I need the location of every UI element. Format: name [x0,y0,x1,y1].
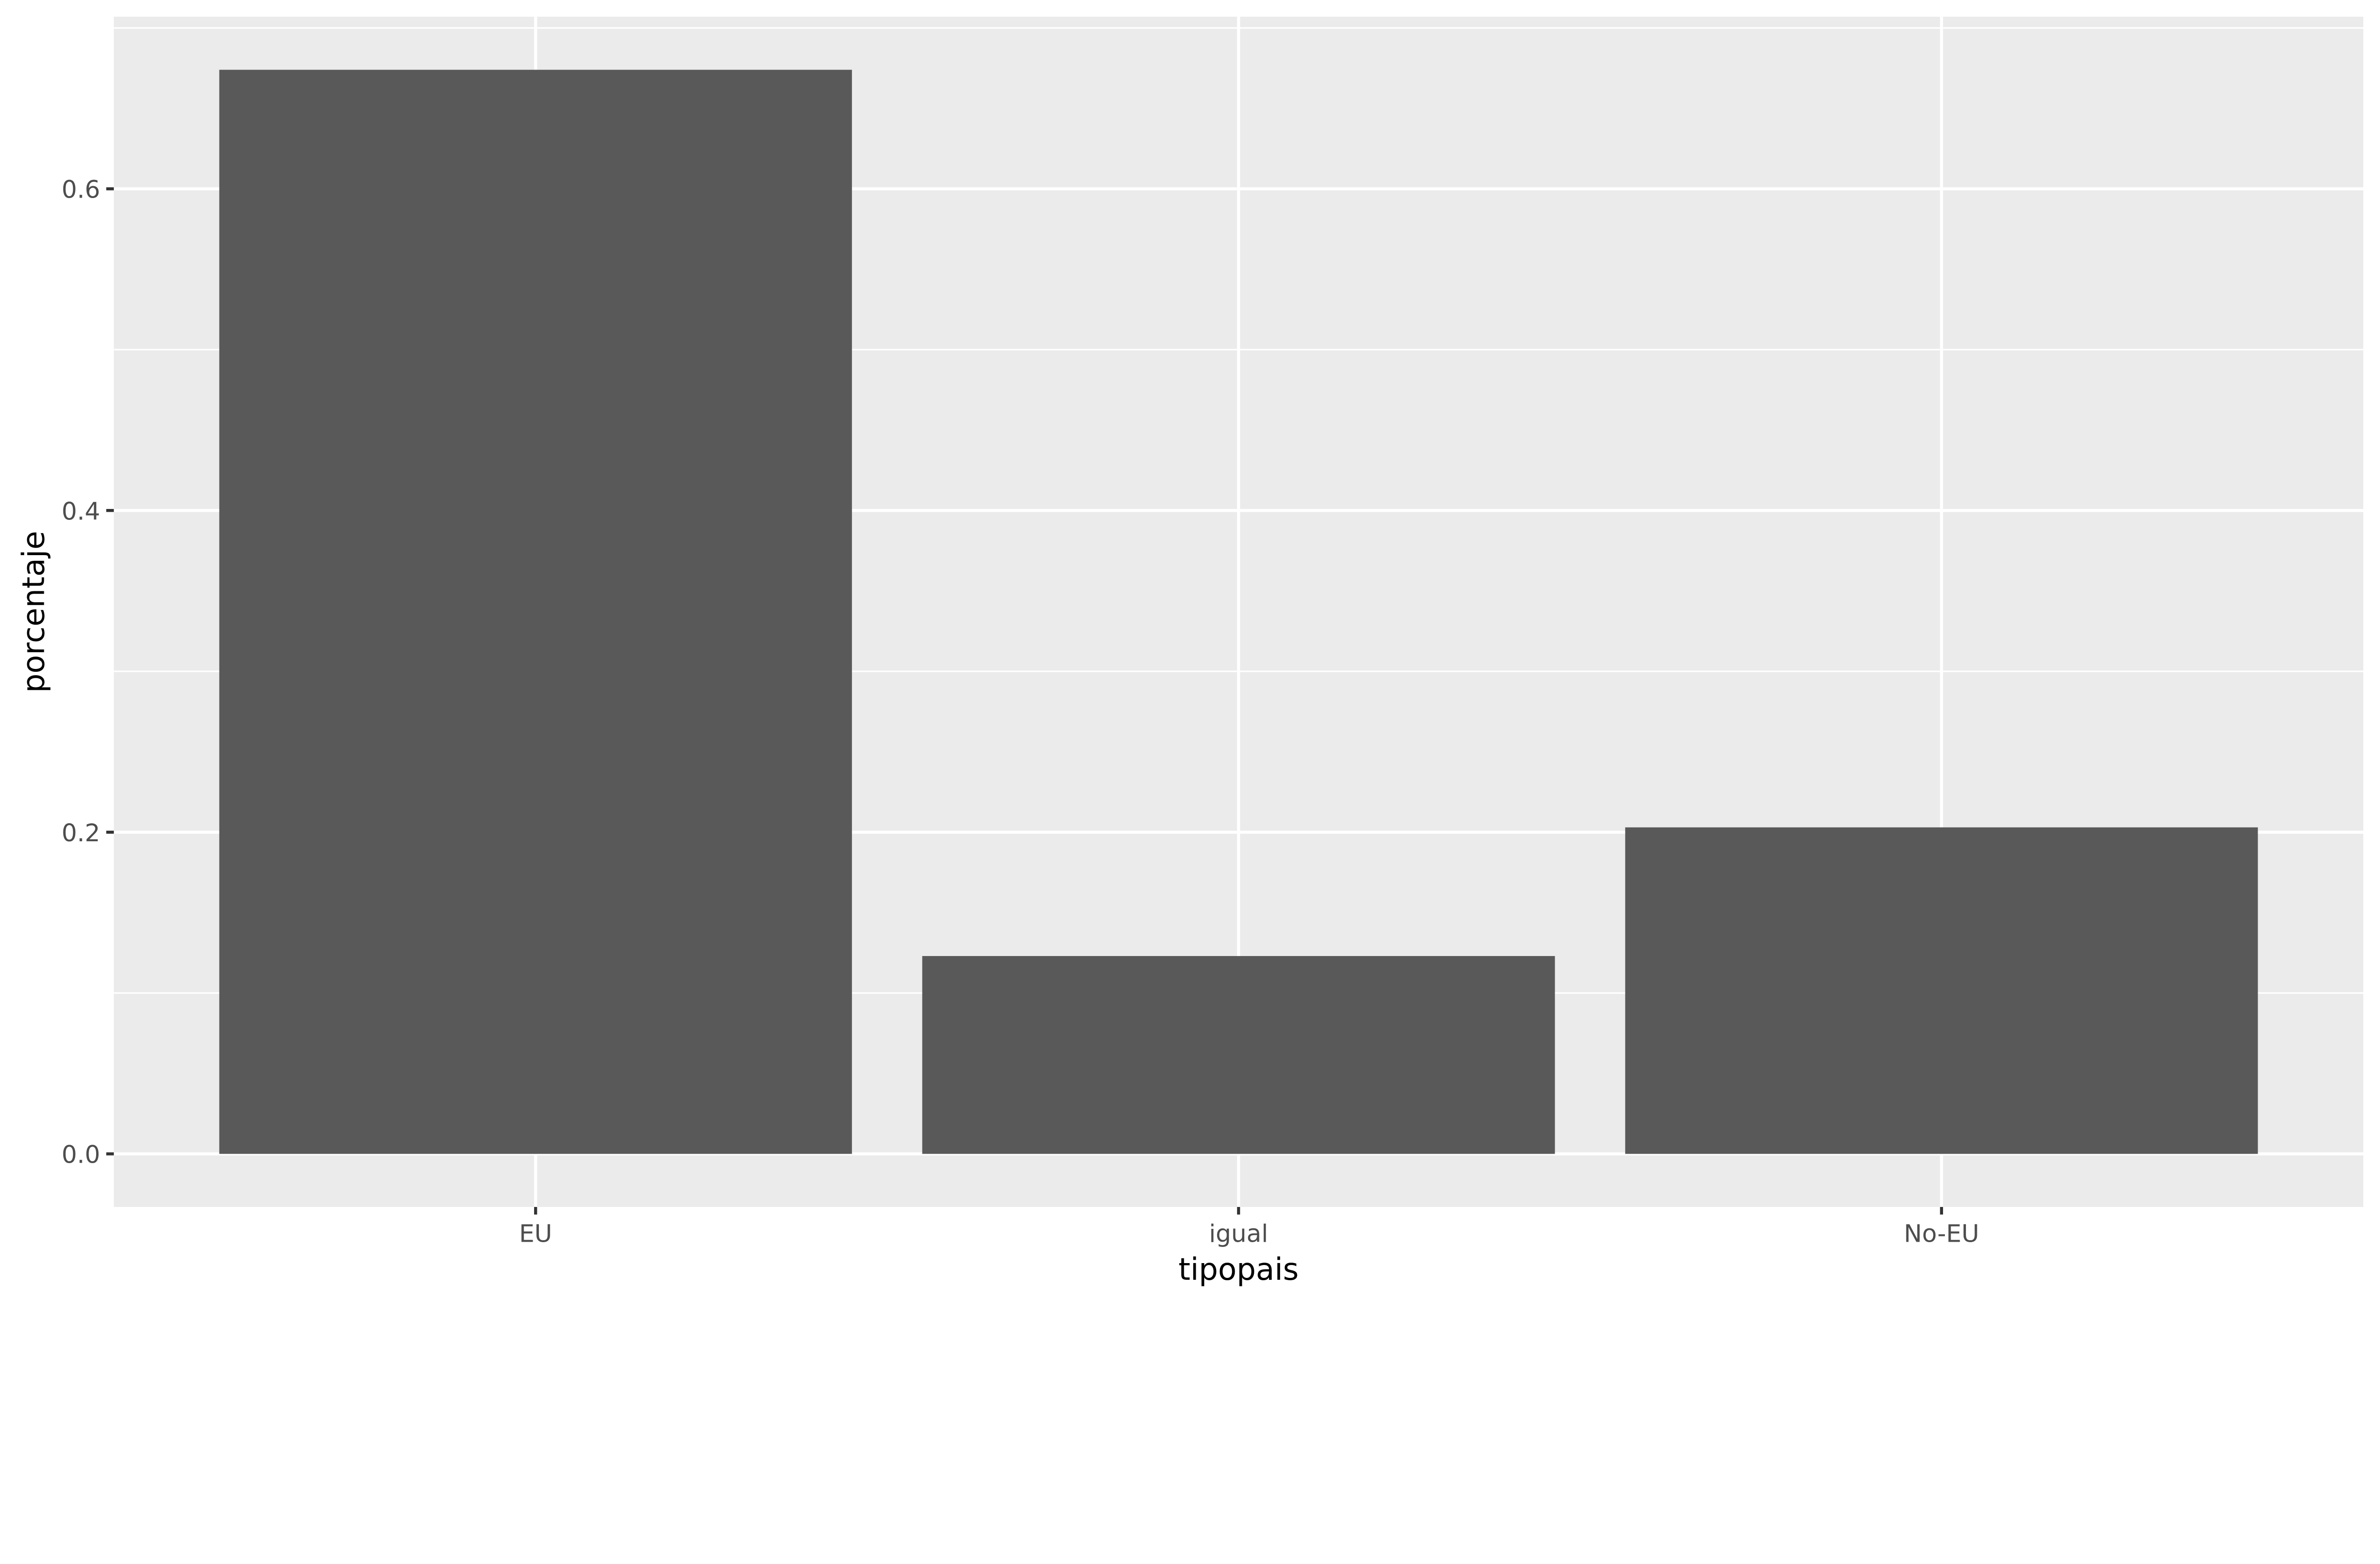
y-tick-label: 0.2 [61,819,100,847]
bar-no-eu [1625,827,2258,1154]
y-axis: 0.0 0.2 0.4 0.6 [61,176,114,1169]
y-tick-label: 0.6 [61,176,100,204]
x-axis: EU igual No-EU [519,1207,1979,1248]
y-tick-label: 0.4 [61,498,100,526]
x-tick-label: EU [519,1220,552,1248]
y-axis-title: porcentaje [16,531,51,693]
bars [219,70,2258,1154]
bar-igual [922,956,1555,1154]
x-axis-title: tipopais [1179,1252,1299,1287]
x-tick-label: igual [1209,1220,1268,1248]
y-tick-label: 0.0 [61,1141,100,1169]
bar-chart: 0.0 0.2 0.4 0.6 EU igual No-EU tipopais porce… [16,17,2363,1287]
x-tick-label: No-EU [1904,1220,1979,1248]
bar-eu [219,70,852,1154]
